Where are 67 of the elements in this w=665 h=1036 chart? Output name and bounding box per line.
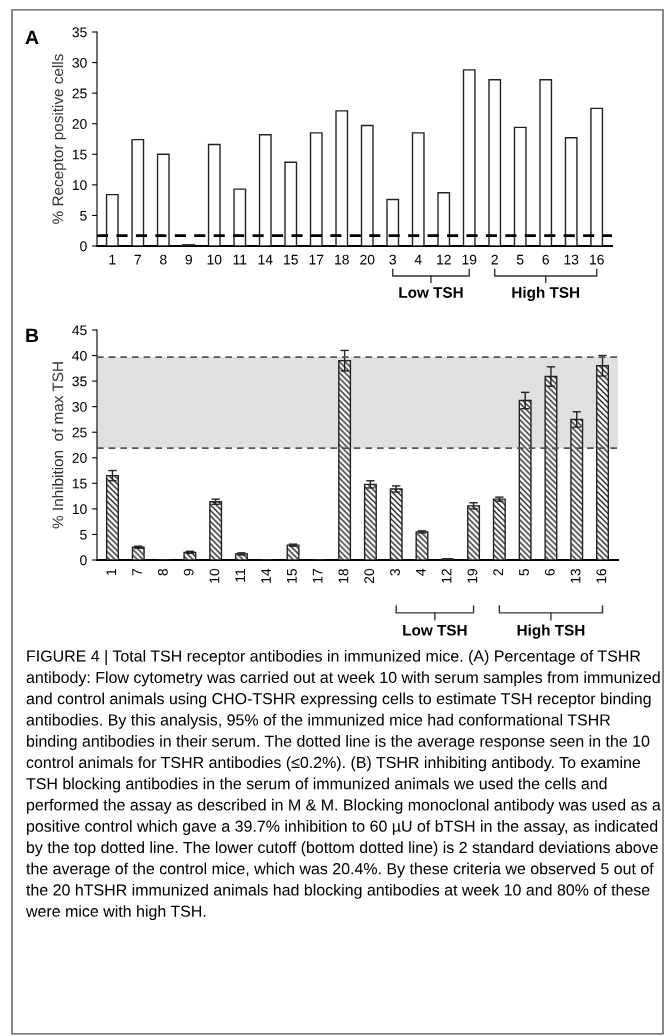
x-tick-label: 10 [207, 254, 222, 265]
text: High TSH [517, 624, 585, 639]
y-tick-label: 10 [72, 504, 87, 515]
x-tick-label: 4 [414, 254, 422, 265]
x-tick-label: 11 [233, 254, 247, 265]
y-tick-label: 45 [72, 325, 87, 336]
y-tick-label: 0 [80, 555, 87, 566]
x-tick-label: 7 [132, 569, 142, 576]
x-tick-label: 6 [542, 254, 549, 265]
x-tick-label: 10 [209, 568, 220, 583]
y-tick-label: 35 [72, 376, 87, 387]
x-tick-label: 12 [441, 569, 452, 583]
x-tick-label: 17 [312, 569, 323, 583]
x-tick-label: 17 [309, 254, 324, 265]
text: FIGURE 4 | Total TSH receptor antibodies in immunized mice. (A) Percentage of TSHR antibody: Flow cytometry was carried out at week 10 with serum samples from immunized and control animals using CHO-TSHR expressing cells to estimate TSH receptor binding antibodies. By this analysis, 95% of the immunized mice had conformational TSHR binding antibodies in their serum. The dotted line is the average response seen in the 10 control animals for TSHR antibodies (≤0.2%). (B) TSHR inhibiting antibody. To examine TSH blocking antibodies in the serum of immunized animals we used the cells and performed the assay as described in M & M. Blocking monoclonal antibody was used as a positive control which gave a 39.7% inhibition to 60 µU of bTSH in the assay, as indicated by the top dotted line. The lower cutoff (bottom dotted line) is 2 standard deviations above the average of the control mice, which was 20.4%. By these criteria we observed 5 out of the 20 hTSHR immunized animals had blocking antibodies at week 10 and 80% of these were mice with high TSH. [25, 650, 661, 921]
x-tick-label: 5 [519, 568, 529, 576]
x-tick-label: 20 [364, 568, 375, 584]
x-tick-label: 14 [261, 568, 271, 583]
x-tick-label: 2 [491, 254, 498, 265]
x-tick-label: 2 [493, 569, 503, 576]
x-tick-label: 19 [462, 254, 477, 265]
x-tick-label: 1 [109, 254, 116, 265]
x-tick-label: 3 [389, 254, 396, 265]
chart-title: B [26, 328, 39, 343]
x-tick-label: 8 [157, 568, 168, 576]
y-tick-label: 15 [72, 478, 87, 489]
x-tick-label: 13 [570, 568, 581, 583]
x-tick-label: 5 [516, 254, 524, 265]
x-tick-label: 6 [544, 568, 555, 576]
y-axis-title: % Receptor positive cells [52, 54, 67, 224]
x-tick-label: 15 [287, 568, 297, 583]
y-tick-label: 0 [80, 241, 87, 252]
x-tick-label: 3 [390, 568, 400, 576]
text: Low TSH [399, 287, 463, 298]
y-tick-label: 10 [72, 180, 87, 191]
y-tick-label: 30 [72, 402, 87, 412]
x-tick-label: 11 [235, 569, 246, 582]
x-tick-label: 16 [590, 254, 604, 265]
y-tick-label: 30 [72, 57, 87, 68]
x-tick-label: 13 [564, 254, 579, 265]
y-tick-label: 35 [72, 27, 87, 38]
x-tick-label: 9 [185, 254, 192, 265]
x-tick-label: 16 [596, 568, 607, 583]
x-tick-label: 7 [134, 254, 141, 265]
x-tick-label: 18 [338, 568, 349, 583]
y-axis-title: % Inhibition of max TSH [52, 362, 64, 529]
x-tick-label: 9 [183, 568, 194, 576]
chart-title: A [25, 30, 39, 45]
x-tick-label: 20 [360, 254, 375, 265]
x-tick-label: 15 [284, 254, 298, 265]
x-tick-label: 12 [437, 254, 451, 265]
x-tick-label: 14 [258, 254, 273, 265]
text: Low TSH [403, 624, 467, 636]
text: High TSH [512, 286, 580, 301]
y-tick-label: 15 [72, 149, 87, 160]
y-tick-label: 40 [72, 350, 87, 361]
y-tick-label: 5 [80, 529, 87, 540]
x-tick-label: 19 [467, 568, 478, 583]
x-tick-label: 18 [335, 254, 349, 265]
y-tick-label: 20 [72, 453, 87, 463]
y-tick-label: 5 [80, 210, 87, 221]
y-tick-label: 20 [72, 119, 87, 129]
y-tick-label: 25 [72, 88, 87, 99]
y-tick-label: 25 [72, 427, 87, 438]
x-tick-label: 8 [160, 254, 167, 265]
x-tick-label: 4 [416, 568, 426, 576]
x-tick-label: 1 [106, 569, 117, 575]
